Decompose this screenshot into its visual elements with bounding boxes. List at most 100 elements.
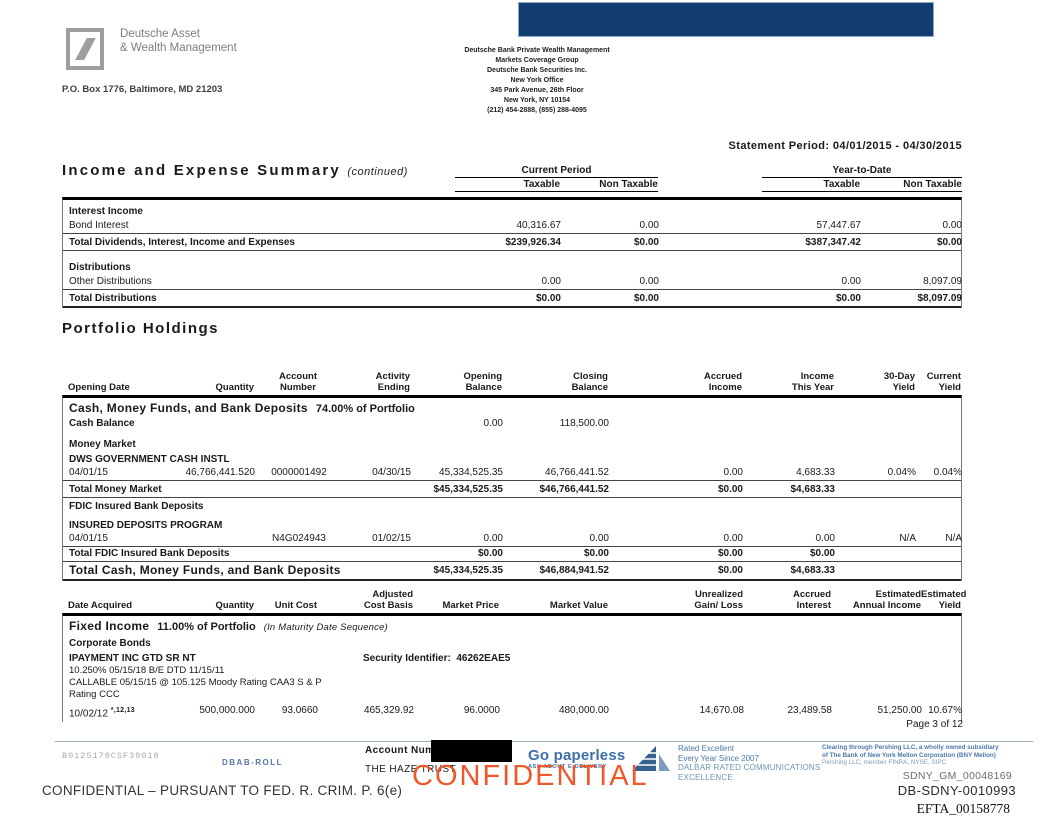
office-address-line: Markets Coverage Group — [495, 57, 579, 64]
cell: $46,766,441.52 — [539, 484, 609, 495]
cell: $0.00 — [809, 548, 835, 559]
cell: 0.00 — [483, 418, 503, 429]
income-table-header: Income and Expense Summary (continued) C… — [62, 162, 962, 197]
security-description: 10.250% 05/15/18 B/E DTD 11/15/11 — [69, 665, 225, 676]
cell: $239,926.34 — [505, 237, 561, 248]
cell: $0.00 — [535, 293, 561, 304]
income-expense-table: Interest Income Bond Interest 40,316.67 … — [62, 197, 962, 308]
account-trust-name: THE HAZE TRUST — [365, 764, 456, 775]
row-label: Bond Interest — [69, 220, 129, 231]
cell: $0.00 — [633, 293, 659, 304]
db-slash-icon — [74, 38, 96, 60]
table-row: FDIC Insured Bank Deposits — [63, 498, 961, 513]
table-row: Total Money Market $45,334,525.35 $46,76… — [63, 481, 961, 498]
brand-name: Deutsche Asset & Wealth Management — [120, 27, 237, 55]
office-address-block: Deutsche Bank Private Wealth Management … — [427, 46, 647, 116]
cell: 0.04% — [933, 467, 962, 478]
cell: $0.00 — [583, 548, 609, 559]
table-row: Total Dividends, Interest, Income and Ex… — [63, 234, 962, 251]
cell: 118,500.00 — [559, 418, 609, 429]
row-label: Other Distributions — [69, 276, 152, 287]
income-summary-title-text: Income and Expense Summary — [62, 162, 341, 179]
bates-number-2: DB-SDNY-0010993 — [897, 783, 1016, 798]
cash-table-header: Opening Date Quantity Account Number Acti… — [68, 371, 961, 393]
rating-line: EXCELLENCE — [678, 772, 733, 782]
rating-line: DALBAR RATED COMMUNICATIONS — [678, 763, 821, 772]
cell: $0.00 — [717, 484, 743, 495]
row-heading: Corporate Bonds — [69, 638, 151, 649]
page-number: Page 3 of 12 — [906, 719, 963, 730]
office-address-line: (212) 454-2888, (855) 288-4095 — [487, 107, 587, 114]
brand-line-1: Deutsche Asset — [120, 28, 200, 40]
cell: 96.0000 — [463, 705, 500, 716]
portfolio-holdings-title: Portfolio Holdings — [62, 320, 219, 337]
column-header: Taxable — [523, 179, 561, 190]
row-label: Total FDIC Insured Bank Deposits — [69, 548, 230, 559]
section-heading-row: Fixed Income 11.00% of Portfolio (In Mat… — [63, 616, 961, 635]
cell: 0.00 — [841, 276, 861, 287]
cell: 40,316.67 — [516, 220, 562, 231]
cell: 45,334,525.35 — [439, 467, 503, 478]
cell: $0.00 — [936, 237, 962, 248]
row-label: Total Distributions — [69, 293, 157, 304]
column-header: Non Taxable — [903, 179, 962, 190]
current-period-group: Current Period Taxable Non Taxable — [455, 165, 658, 192]
table-row: Total Distributions $0.00 $0.00 $0.00 $8… — [63, 290, 962, 308]
cell: 0.00 — [942, 220, 962, 231]
table-row: Total Cash, Money Funds, and Bank Deposi… — [63, 562, 961, 581]
portfolio-holdings-section: Portfolio Holdings Opening Date Quantity… — [62, 320, 966, 723]
security-description: CALLABLE 05/15/15 @ 105.125 Moody Rating… — [69, 677, 322, 688]
disclosure-line: of The Bank of New York Mellon Corporati… — [822, 751, 996, 759]
po-box-address: P.O. Box 1776, Baltimore, MD 21203 — [62, 84, 223, 95]
bates-number-1: SDNY_GM_00048169 — [902, 770, 1012, 782]
section-title: Cash, Money Funds, and Bank Deposits — [69, 401, 308, 415]
pershing-disclosure: Clearing through Pershing LLC, a wholly … — [822, 744, 1022, 767]
column-header: Non Taxable — [599, 179, 658, 190]
fixed-income-table: Fixed Income 11.00% of Portfolio (In Mat… — [62, 613, 962, 723]
row-heading: FDIC Insured Bank Deposits — [69, 501, 204, 512]
income-summary-title: Income and Expense Summary (continued) — [62, 162, 408, 179]
footer-divider — [55, 741, 1033, 742]
cell: 8,097.09 — [923, 276, 962, 287]
cell: 46,766,441.52 — [545, 467, 609, 478]
cell: 4,683.33 — [796, 467, 835, 478]
section-note: (In Maturity Date Sequence) — [263, 622, 388, 633]
income-expense-section: Income and Expense Summary (continued) C… — [62, 162, 962, 308]
cell: $4,683.33 — [790, 565, 836, 576]
dalbar-rating-text: Rated Excellent Every Year Since 2007 DA… — [678, 744, 820, 782]
table-row: INSURED DEPOSITS PROGRAM — [63, 519, 961, 532]
security-name: IPAYMENT INC GTD SR NT — [69, 653, 196, 664]
section-title: Fixed Income — [69, 619, 150, 633]
cell: 04/01/15 — [69, 467, 108, 478]
cell: 46,766,441.520 — [185, 467, 255, 478]
cell: 14,670.08 — [699, 705, 745, 716]
cell: 51,250.00 — [877, 705, 923, 716]
grand-jury-confidential-legend: CONFIDENTIAL – PURSUANT TO FED. R. CRIM.… — [42, 783, 403, 798]
table-row: 10/02/12 *,12,13 500,000.000 93.0660 465… — [63, 701, 962, 722]
income-column-groups: Current Period Taxable Non Taxable Year-… — [455, 165, 962, 192]
form-code: B0125179CSF30018 — [62, 751, 160, 761]
year-to-date-group: Year-to-Date Taxable Non Taxable — [762, 165, 962, 192]
table-row: Distributions — [63, 259, 961, 275]
security-id-value: 46262EAE5 — [456, 653, 511, 664]
cell: 0.04% — [887, 467, 916, 478]
row-label: Total Money Market — [69, 484, 162, 495]
column-header: Taxable — [823, 179, 861, 190]
office-address-line: Deutsche Bank Private Wealth Management — [464, 47, 610, 54]
cell: N/A — [945, 533, 962, 544]
cell: 465,329.92 — [363, 705, 414, 716]
dalbar-logo-icon — [630, 745, 672, 780]
section-percent: 11.00% of Portfolio — [157, 621, 256, 633]
cell: 0.00 — [723, 533, 743, 544]
disclosure-line: Clearing through Pershing LLC, a wholly … — [822, 744, 999, 751]
bates-number-3: EFTA_00158778 — [916, 801, 1010, 816]
table-row: 04/01/15 N4G024943 01/02/15 0.00 0.00 0.… — [63, 532, 962, 547]
security-name: DWS GOVERNMENT CASH INSTL — [69, 454, 230, 465]
table-row: Money Market — [63, 438, 961, 451]
cell: $0.00 — [717, 565, 743, 576]
go-paperless-subtext: ASK ABOUT E-DELIVERY — [528, 764, 607, 770]
cell: 10.67% — [928, 705, 962, 716]
cell: N/A — [899, 533, 916, 544]
go-paperless-logo: Go paperless ASK ABOUT E-DELIVERY — [528, 747, 625, 770]
